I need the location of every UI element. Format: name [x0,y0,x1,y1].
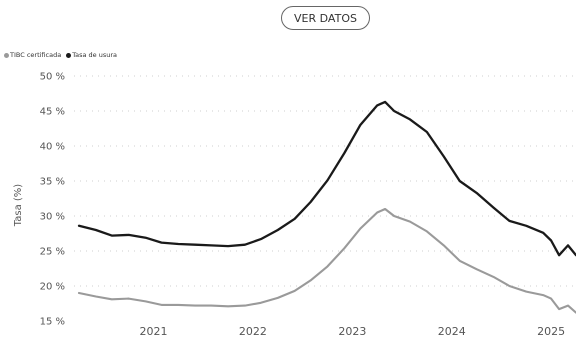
legend-label-usura: Tasa de usura [72,51,117,59]
x-tick-label: 2021 [140,325,168,338]
legend-item-usura: Tasa de usura [66,51,117,59]
y-tick-label: 45 % [40,107,65,118]
legend-label-tibc: TIBC certificada [10,51,62,59]
y-tick-label: 20 % [40,282,65,293]
series-line-tibc [77,207,576,314]
ver-datos-button[interactable]: VER DATOS [281,6,370,30]
y-axis-label: Tasa (%) [13,184,24,228]
legend-item-tibc: TIBC certificada [4,51,61,59]
x-tick-label: 2023 [338,325,366,338]
series-layer [77,100,576,314]
x-tick-label: 2024 [438,325,466,338]
chart-legend: TIBC certificada Tasa de usura [4,51,117,59]
y-tick-label: 15 % [40,317,65,328]
x-tick-label: 2022 [239,325,267,338]
y-tick-label: 30 % [40,212,65,223]
legend-dot-usura [66,52,72,58]
y-tick-label: 25 % [40,247,65,258]
axis-layer: 15 % 20 % 25 % 30 % 35 % 40 % 45 % 50 % 2021 2022… [40,72,566,339]
grid-layer [74,75,576,287]
y-tick-label: 40 % [40,142,65,153]
y-tick-label: 35 % [40,177,65,188]
y-tick-label: 50 % [40,72,65,83]
series-line-usura [77,100,576,257]
x-tick-label: 2025 [537,325,565,338]
legend-dot-tibc [4,52,9,58]
